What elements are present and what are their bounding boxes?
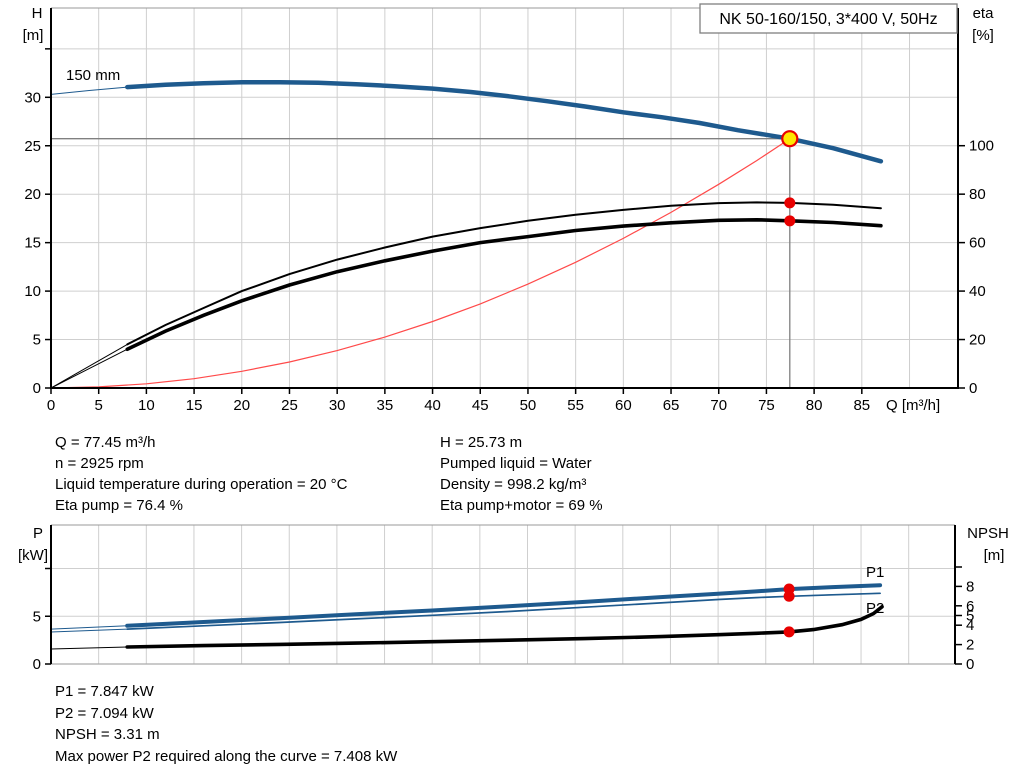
curve-value-marker <box>784 215 796 227</box>
p1-curve-label: P1 <box>866 564 884 581</box>
axis-title: eta <box>973 5 995 22</box>
duty-info-left: Q = 77.45 m³/h n = 2925 rpm Liquid tempe… <box>55 432 347 516</box>
duty-info-right: H = 25.73 m Pumped liquid = Water Densit… <box>440 432 603 516</box>
axis-title: P <box>33 525 43 542</box>
left-axis-tick: 15 <box>24 235 41 252</box>
left-axis-tick: 30 <box>24 89 41 106</box>
x-axis-tick: 50 <box>520 397 537 414</box>
curve-value-marker <box>784 197 796 209</box>
curve-value-marker <box>783 590 795 602</box>
x-axis-tick: 35 <box>377 397 394 414</box>
hq-eta-chart: 0 5 10 15 20 25 30 0 20 40 60 80 100 0 5 10 15 20 25 30 35 40… <box>23 3 995 414</box>
hq-eta-chart-markers <box>781 130 799 227</box>
x-axis-tick: 75 <box>758 397 775 414</box>
axis-title: NPSH <box>967 525 1009 542</box>
impeller-size-label: 150 mm <box>66 67 120 84</box>
info-q: Q = 77.45 m³/h <box>55 434 156 451</box>
info-npsh: NPSH = 3.31 m <box>55 726 160 743</box>
head-curve-150mm-extrapolated <box>50 81 882 162</box>
x-axis-tick: 60 <box>615 397 632 414</box>
info-pumped-liquid: Pumped liquid = Water <box>440 455 592 472</box>
right-axis-tick: 100 <box>969 138 994 155</box>
left-axis-tick: 20 <box>24 186 41 203</box>
p1-power-curve <box>125 583 883 628</box>
right-axis-tick: 60 <box>969 235 986 252</box>
power-npsh-chart-curves <box>50 583 884 650</box>
info-p1: P1 = 7.847 kW <box>55 683 154 700</box>
right-axis-tick: 2 <box>966 637 974 654</box>
eta-pump <box>126 201 882 346</box>
axis-title: [%] <box>972 27 994 44</box>
head-curve-150mm <box>125 80 884 164</box>
x-axis-tick: 15 <box>186 397 203 414</box>
x-axis-tick: 40 <box>424 397 441 414</box>
hq-eta-chart-axes: 0 5 10 15 20 25 30 0 20 40 60 80 100 0 5 10 15 20 25 30 35 40… <box>23 5 995 414</box>
x-axis-tick: 5 <box>95 397 103 414</box>
x-axis-title: Q [m³/h] <box>886 397 940 414</box>
info-eta-pump: Eta pump = 76.4 % <box>55 497 183 514</box>
axis-title: H <box>32 5 43 22</box>
left-axis-tick: 5 <box>33 332 41 349</box>
hq-eta-chart-grid <box>51 8 958 388</box>
info-density: Density = 998.2 kg/m³ <box>440 476 587 493</box>
left-axis-tick: 25 <box>24 138 41 155</box>
left-axis-tick: 0 <box>33 656 41 673</box>
p2-power-curve <box>126 592 881 630</box>
x-axis-tick: 25 <box>281 397 298 414</box>
npsh-curve <box>125 605 884 649</box>
x-axis-tick: 70 <box>710 397 727 414</box>
pump-name-title: NK 50-160/150, 3*400 V, 50Hz <box>719 11 937 28</box>
right-axis-tick: 20 <box>969 332 986 349</box>
axis-title: [m] <box>984 547 1005 564</box>
left-axis-tick: 0 <box>33 380 41 397</box>
axis-title: [m] <box>23 27 44 44</box>
right-axis-tick: 80 <box>969 186 986 203</box>
x-axis-tick: 85 <box>853 397 870 414</box>
curve-value-marker <box>783 626 795 638</box>
right-axis-tick: 0 <box>969 380 977 397</box>
info-h: H = 25.73 m <box>440 434 523 451</box>
eta-pump-plus-motor <box>125 217 883 352</box>
info-p2: P2 = 7.094 kW <box>55 704 154 722</box>
right-axis-tick: 0 <box>966 656 974 673</box>
p2-curve-label: P2 <box>866 600 884 617</box>
info-eta-pump-motor: Eta pump+motor = 69 % <box>440 497 603 514</box>
x-axis-tick: 80 <box>806 397 823 414</box>
x-axis-tick: 55 <box>567 397 584 414</box>
x-axis-tick: 65 <box>663 397 680 414</box>
chart-title-box: NK 50-160/150, 3*400 V, 50Hz <box>699 3 958 34</box>
power-info: P1 = 7.847 kW P2 = 7.094 kW NPSH = 3.31 … <box>55 681 397 767</box>
left-axis-tick: 10 <box>24 283 41 300</box>
right-axis-tick: 5 <box>966 608 974 625</box>
x-axis-tick: 30 <box>329 397 346 414</box>
x-axis-tick: 45 <box>472 397 489 414</box>
axis-title: [kW] <box>18 547 48 564</box>
power-npsh-chart-markers <box>783 583 795 638</box>
right-axis-tick: 6 <box>966 598 974 615</box>
duty-point-marker <box>781 130 799 148</box>
left-axis-tick: 5 <box>33 608 41 625</box>
info-speed: n = 2925 rpm <box>55 455 144 472</box>
right-axis-tick: 4 <box>966 617 974 634</box>
right-axis-tick: 8 <box>966 578 974 595</box>
x-axis-tick: 20 <box>233 397 250 414</box>
x-axis-tick: 0 <box>47 397 55 414</box>
x-axis-tick: 10 <box>138 397 155 414</box>
hq-eta-chart-curves <box>50 80 884 389</box>
info-max-power: Max power P2 required along the curve = … <box>55 747 398 765</box>
system-curve <box>50 138 791 389</box>
right-axis-tick: 40 <box>969 283 986 300</box>
info-liquid-temp: Liquid temperature during operation = 20… <box>55 476 348 493</box>
power-npsh-chart-frame <box>50 524 956 665</box>
hq-eta-chart-frame <box>50 7 959 389</box>
